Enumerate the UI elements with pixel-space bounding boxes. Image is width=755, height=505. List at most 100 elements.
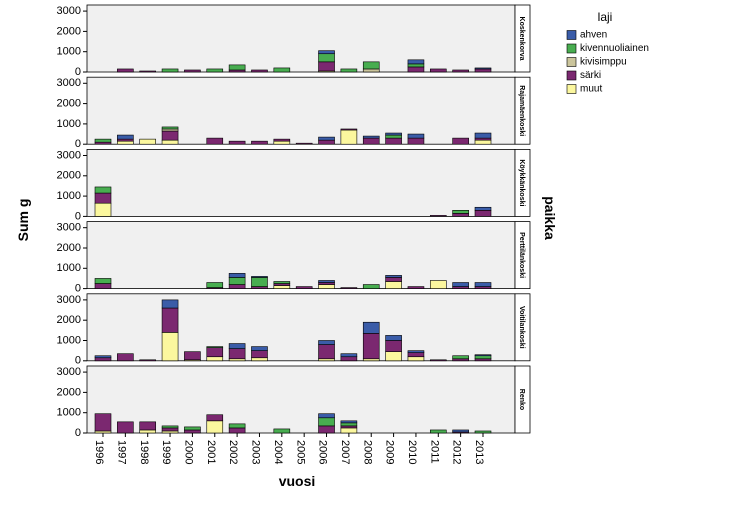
x-tick-label: 2005 (294, 440, 306, 464)
bar-segment (206, 137, 224, 145)
bar-segment (452, 282, 469, 287)
bar-segment (94, 138, 112, 143)
legend-label: särki (580, 70, 601, 81)
bar-segment (362, 284, 380, 289)
strip (514, 365, 531, 434)
bar-segment (273, 67, 291, 73)
bar-segment (452, 137, 469, 145)
x-tick-label: 2003 (250, 440, 262, 464)
bar-segment (273, 140, 291, 145)
bar-segment (139, 429, 157, 434)
bar-segment (407, 286, 425, 289)
bar-segment (429, 215, 447, 217)
bar-segment (362, 61, 380, 70)
bar-segment (318, 417, 335, 427)
bar-segment (429, 280, 447, 289)
y-tick-label: 2000 (57, 98, 81, 110)
x-tick-label: 2010 (406, 440, 418, 464)
bar-segment (251, 140, 268, 145)
y-tick-label: 3000 (57, 366, 81, 378)
bar-segment (117, 421, 134, 434)
bar-segment (362, 68, 380, 73)
panel (86, 293, 516, 362)
bar-segment (184, 426, 201, 431)
bar-segment (228, 358, 246, 362)
x-tick-label: 1996 (93, 440, 105, 464)
legend-swatch (566, 70, 577, 81)
x-tick-label: 2008 (361, 440, 373, 464)
bar-segment (228, 273, 246, 278)
bar-segment (318, 53, 335, 63)
bar-segment (318, 280, 335, 283)
bar-segment (161, 130, 179, 141)
y-tick-label: 3000 (57, 294, 81, 306)
bar-segment (474, 286, 492, 289)
bar-segment (228, 64, 246, 71)
facet-label: Köykkänkoski (518, 159, 525, 206)
panel (86, 365, 516, 434)
x-tick-label: 2012 (451, 440, 463, 464)
strip (514, 4, 531, 73)
bar-segment (362, 135, 380, 139)
bar-segment (228, 427, 246, 434)
bar-segment (94, 283, 112, 289)
x-tick-label: 2007 (339, 440, 351, 464)
y-tick-label: 1000 (57, 262, 81, 274)
bar-segment (474, 137, 492, 141)
bar-segment (94, 141, 112, 145)
bar-segment (161, 128, 179, 132)
y-axis-title: Sum g (15, 199, 31, 242)
bar-segment (340, 287, 358, 289)
bar-segment (407, 63, 425, 68)
x-tick-label: 1998 (138, 440, 150, 464)
bar-segment (385, 275, 402, 278)
bar-segment (340, 427, 358, 434)
bar-segment (273, 138, 291, 142)
y-tick-label: 0 (75, 283, 81, 295)
bar-segment (206, 420, 224, 434)
x-axis-title: vuosi (279, 473, 316, 489)
y-tick-label: 0 (75, 355, 81, 367)
y-tick-label: 2000 (57, 242, 81, 254)
bar-segment (273, 283, 291, 286)
bar-segment (206, 68, 224, 73)
legend-swatch (566, 57, 577, 67)
bar-segment (117, 68, 134, 73)
x-tick-label: 2006 (317, 440, 329, 464)
facet-label: Rajamäenkoski (518, 85, 525, 136)
bar-segment (117, 138, 134, 142)
bar-segment (318, 282, 335, 285)
panel (86, 4, 516, 73)
bar-segment (161, 427, 179, 432)
bar-segment (228, 423, 246, 429)
strip (514, 76, 531, 145)
bar-segment (407, 66, 425, 73)
bar-segment (362, 358, 380, 362)
bar-segment (474, 67, 492, 70)
bar-segment (273, 281, 291, 284)
bar-segment (273, 428, 291, 434)
legend-label: ahven (580, 30, 607, 41)
bar-segment (340, 128, 358, 131)
facet-label: Voitilankoski (518, 306, 525, 349)
bar-segment (385, 340, 402, 352)
bar-segment (429, 68, 447, 73)
x-tick-label: 2009 (384, 440, 396, 464)
y-tick-label: 2000 (57, 386, 81, 398)
bar-segment (474, 139, 492, 145)
bar-segment (474, 358, 492, 362)
y-tick-label: 3000 (57, 222, 81, 234)
bar-segment (385, 132, 402, 136)
bar-segment (452, 355, 469, 360)
x-tick-label: 2000 (183, 440, 195, 464)
bar-segment (340, 129, 358, 145)
legend-swatch (566, 30, 577, 40)
panel (86, 76, 516, 145)
y-tick-label: 3000 (57, 149, 81, 161)
bar-segment (474, 206, 492, 211)
bar-segment (318, 61, 335, 72)
bar-segment (117, 353, 134, 362)
facet-title: paikka (542, 196, 558, 240)
bar-segment (340, 420, 358, 424)
bar-segment (228, 140, 246, 145)
